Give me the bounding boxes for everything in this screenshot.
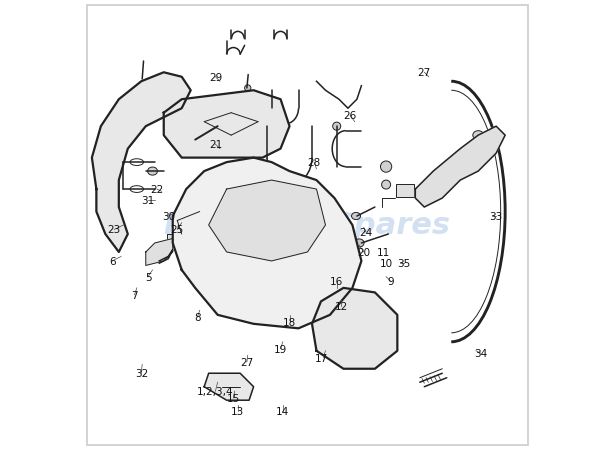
Ellipse shape xyxy=(473,131,483,140)
Text: 22: 22 xyxy=(151,184,164,195)
Text: 18: 18 xyxy=(283,317,296,327)
Text: 13: 13 xyxy=(231,406,245,417)
Ellipse shape xyxy=(354,239,364,248)
Text: 17: 17 xyxy=(314,353,328,363)
Text: 1,2,3,4: 1,2,3,4 xyxy=(197,387,234,396)
Text: 25: 25 xyxy=(170,225,184,235)
Ellipse shape xyxy=(245,86,251,92)
Ellipse shape xyxy=(298,212,317,230)
Text: 29: 29 xyxy=(208,73,222,83)
Text: 11: 11 xyxy=(377,248,391,258)
Ellipse shape xyxy=(130,186,143,193)
Text: 14: 14 xyxy=(276,406,290,417)
Ellipse shape xyxy=(382,181,391,189)
Ellipse shape xyxy=(360,322,372,335)
Text: 34: 34 xyxy=(474,348,487,358)
Text: 10: 10 xyxy=(379,258,392,269)
Text: 20: 20 xyxy=(357,248,370,258)
Polygon shape xyxy=(204,373,253,400)
Ellipse shape xyxy=(272,240,288,256)
Polygon shape xyxy=(146,239,173,266)
Text: 9: 9 xyxy=(387,276,394,286)
FancyBboxPatch shape xyxy=(397,184,414,197)
Text: 7: 7 xyxy=(131,290,138,300)
Text: 6: 6 xyxy=(109,256,116,267)
FancyBboxPatch shape xyxy=(167,235,181,247)
Text: 12: 12 xyxy=(335,301,348,311)
Text: 33: 33 xyxy=(490,212,503,221)
Ellipse shape xyxy=(239,119,250,126)
Polygon shape xyxy=(208,181,325,262)
Text: 27: 27 xyxy=(418,68,431,78)
Text: 32: 32 xyxy=(135,368,148,378)
Text: 30: 30 xyxy=(162,212,175,221)
Text: 23: 23 xyxy=(108,225,121,235)
Ellipse shape xyxy=(148,168,157,176)
Text: 21: 21 xyxy=(208,140,222,150)
Ellipse shape xyxy=(216,296,228,307)
Polygon shape xyxy=(92,73,191,253)
Text: 27: 27 xyxy=(240,357,253,367)
Text: 31: 31 xyxy=(141,196,154,206)
Ellipse shape xyxy=(473,158,483,167)
Polygon shape xyxy=(164,91,290,158)
Polygon shape xyxy=(312,288,397,369)
Text: 35: 35 xyxy=(397,258,411,269)
Ellipse shape xyxy=(354,316,378,341)
Text: 28: 28 xyxy=(308,158,321,168)
Text: 8: 8 xyxy=(194,313,200,322)
Ellipse shape xyxy=(352,213,360,220)
Ellipse shape xyxy=(130,159,143,166)
Text: 19: 19 xyxy=(274,344,287,354)
Polygon shape xyxy=(415,127,505,207)
Text: Precision Spares: Precision Spares xyxy=(164,211,451,240)
Ellipse shape xyxy=(381,161,392,173)
Ellipse shape xyxy=(212,119,223,126)
Text: 15: 15 xyxy=(227,393,240,403)
Polygon shape xyxy=(173,158,362,329)
Text: 26: 26 xyxy=(344,110,357,121)
Ellipse shape xyxy=(245,212,263,230)
Ellipse shape xyxy=(333,123,341,131)
Text: 16: 16 xyxy=(330,276,343,286)
Text: 24: 24 xyxy=(359,227,373,237)
Text: 5: 5 xyxy=(145,272,151,282)
